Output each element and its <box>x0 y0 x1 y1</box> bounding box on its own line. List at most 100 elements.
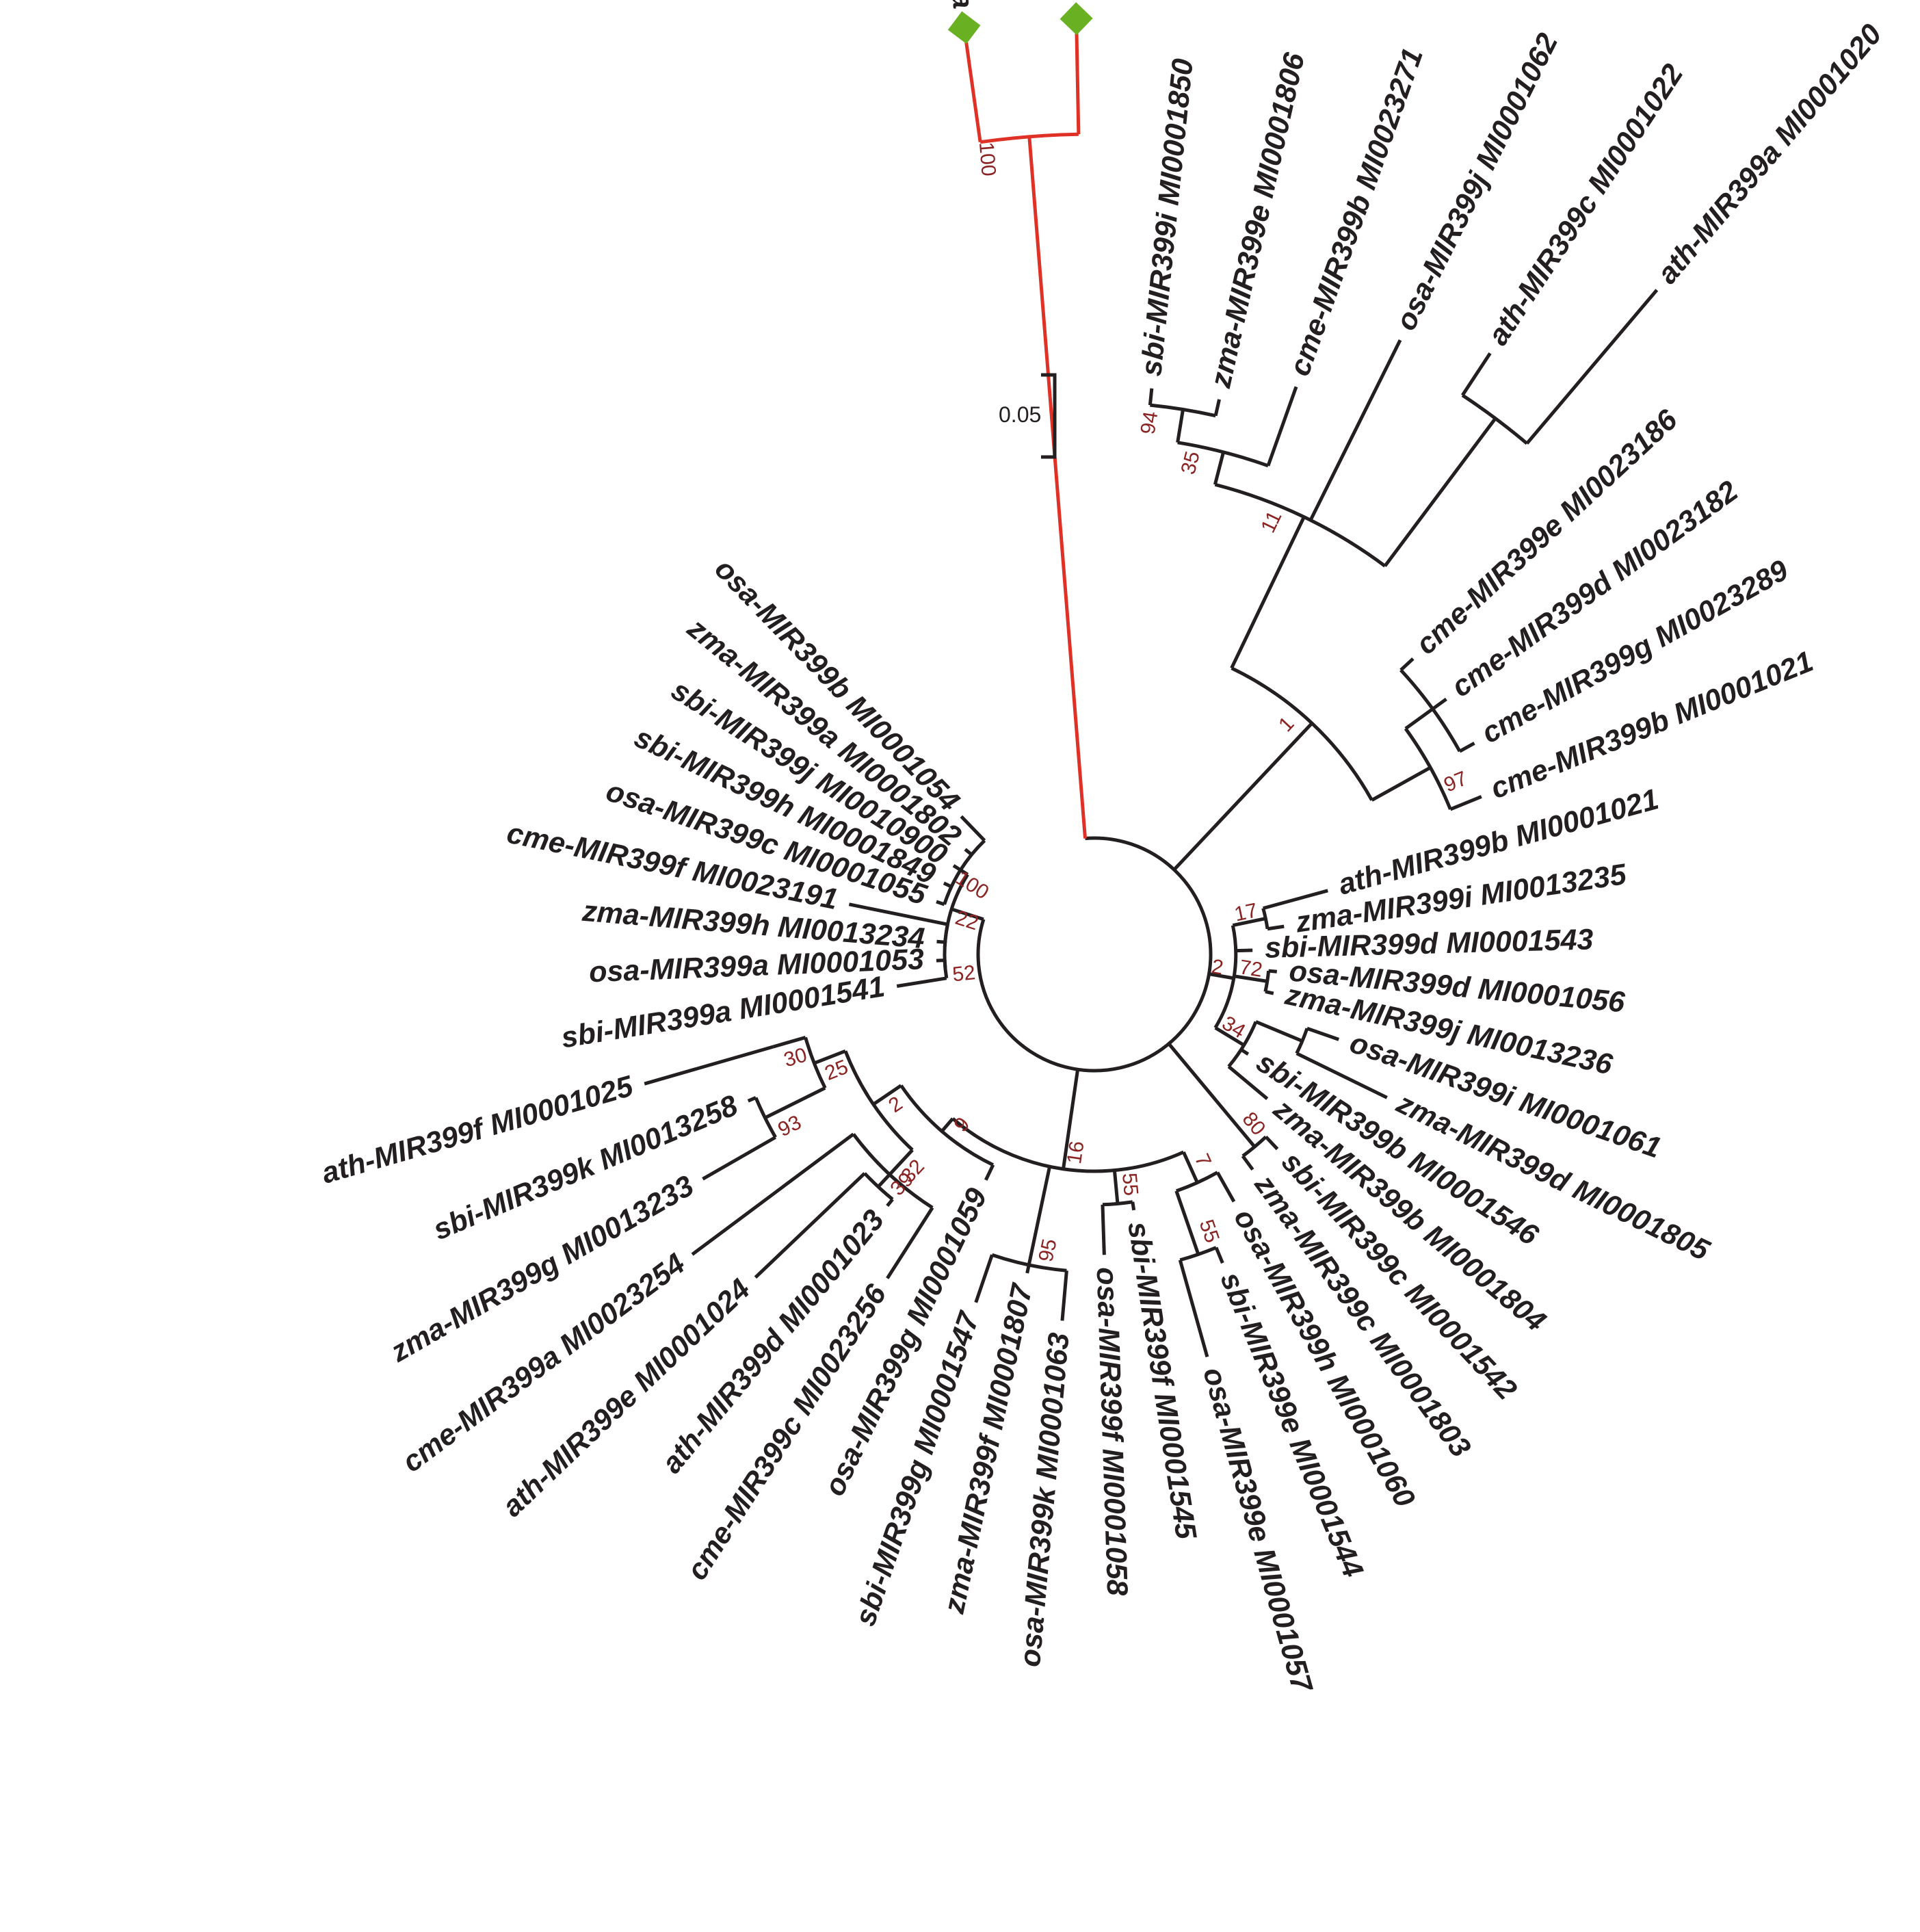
leaf-label: zma-MIR399h MI0013234 <box>581 895 926 956</box>
clade-arc <box>1461 393 1528 445</box>
clade-arc <box>1241 1135 1267 1158</box>
leaf-label: osa-MIR399f MI0001058 <box>1090 1266 1134 1596</box>
branch <box>1263 889 1328 911</box>
bootstrap-value: 35 <box>1177 449 1205 477</box>
branch <box>1176 409 1185 443</box>
clade-arc <box>1263 970 1271 993</box>
branch <box>1233 974 1268 983</box>
branch <box>1060 1270 1068 1321</box>
leaf-label: ath-MIR399a MI0001020 <box>1651 18 1889 290</box>
branch <box>1230 516 1306 669</box>
branch <box>1215 1171 1236 1203</box>
bootstrap-value: 7 <box>1190 1151 1215 1171</box>
branch <box>951 907 984 922</box>
bootstrap-value: 97 <box>1441 767 1470 796</box>
bootstrap-value: 52 <box>951 961 976 986</box>
branch <box>1167 1043 1257 1148</box>
branch <box>1404 707 1434 731</box>
scale-bar: 0.05 <box>999 373 1057 459</box>
branch <box>941 1117 954 1133</box>
clade-arc <box>1227 1021 1258 1068</box>
clade-arc <box>1102 1200 1133 1207</box>
branch <box>691 1132 855 1256</box>
branch <box>1101 1204 1106 1255</box>
clade-arc <box>1175 1171 1219 1193</box>
branch <box>754 1172 866 1279</box>
branch <box>702 1136 776 1181</box>
branch <box>772 1036 806 1049</box>
clade-arc <box>979 132 1079 144</box>
branch <box>943 881 953 889</box>
branch <box>1075 34 1081 135</box>
branch <box>1131 1201 1136 1211</box>
scale-bar-label: 0.05 <box>999 402 1041 427</box>
branch <box>1255 1020 1303 1043</box>
branch <box>1232 917 1266 928</box>
bootstrap-value: 95 <box>1035 1237 1062 1264</box>
clade-arc <box>943 960 949 979</box>
leaf-label: sbi-MIR399i MI0001850 <box>1135 57 1200 378</box>
clade-arc <box>1231 666 1373 801</box>
branch <box>1027 1166 1051 1266</box>
branch <box>1309 339 1402 521</box>
bootstrap-value: 55 <box>1195 1217 1224 1246</box>
branch <box>886 1206 934 1279</box>
leaf-label: osa-MIR399k MI0001063 <box>1014 1331 1076 1668</box>
branch <box>1227 1065 1269 1100</box>
branch <box>952 864 962 872</box>
branch <box>1214 1026 1245 1047</box>
branch <box>1461 352 1492 397</box>
clade-arc <box>991 1253 1067 1272</box>
branch <box>1178 1259 1209 1357</box>
tree-markers <box>947 2 1093 44</box>
clade-arc <box>1213 925 1238 1029</box>
branch <box>1213 452 1225 485</box>
branch <box>1182 1151 1199 1184</box>
branch <box>1235 948 1253 953</box>
branch <box>1383 417 1497 567</box>
leaf-labels: ggn-miR399aggn-miR399bsbi-MIR399i MI0001… <box>318 0 1889 1697</box>
clade-arc <box>1214 482 1386 568</box>
bootstrap-value: 100 <box>975 141 1000 177</box>
branch <box>1112 1170 1120 1204</box>
branch <box>1025 1264 1031 1274</box>
branch <box>964 848 973 857</box>
branch <box>848 902 948 926</box>
branch <box>896 976 947 988</box>
branch <box>1264 1135 1279 1151</box>
branch <box>1172 722 1313 871</box>
branch <box>886 1198 894 1208</box>
branch <box>1525 289 1659 445</box>
branch <box>872 1084 902 1106</box>
clade-arc <box>1295 1028 1309 1054</box>
bootstrap-value: 30 <box>781 1043 809 1071</box>
bootstrap-value: 2 <box>884 1092 906 1117</box>
branch <box>964 42 982 143</box>
tree-branches <box>644 34 1659 1357</box>
branch <box>1399 657 1415 672</box>
branch <box>1371 766 1432 802</box>
branch <box>1062 1069 1080 1170</box>
clade-arc <box>843 1050 914 1151</box>
branch <box>764 1086 826 1120</box>
leaf-label: ggn-miR399a <box>921 0 979 11</box>
branch <box>960 815 986 842</box>
branch <box>1027 136 1087 839</box>
branch <box>1209 972 1235 980</box>
bootstrap-value: 11 <box>1257 508 1286 536</box>
branch <box>936 900 945 906</box>
clade-arc <box>1150 403 1216 418</box>
bootstrap-value: 55 <box>1118 1172 1142 1197</box>
branch <box>1148 388 1154 406</box>
bootstrap-value: 94 <box>1137 410 1163 436</box>
branch <box>888 1149 914 1176</box>
branch <box>1266 386 1298 467</box>
leaf-marker-icon <box>947 11 981 44</box>
branch <box>1296 1052 1388 1099</box>
branch <box>1267 924 1285 931</box>
branch <box>1213 399 1221 417</box>
branch <box>1432 697 1447 711</box>
branch <box>813 1049 846 1065</box>
branch <box>1241 1155 1254 1171</box>
